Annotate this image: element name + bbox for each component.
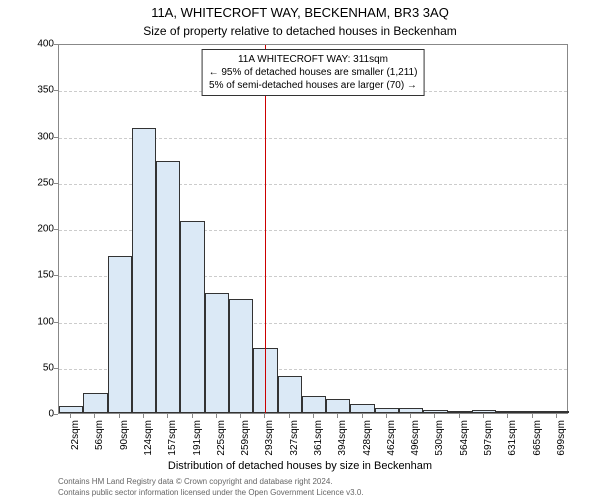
x-tick-mark [362, 414, 363, 418]
x-tick-label: 327sqm [289, 420, 300, 460]
x-tick-label: 530sqm [434, 420, 445, 460]
x-tick-label: 293sqm [264, 420, 275, 460]
histogram-bar [302, 396, 326, 413]
y-tick-mark [54, 44, 58, 45]
histogram-bar [180, 221, 204, 413]
x-tick-mark [483, 414, 484, 418]
x-tick-label: 699sqm [556, 420, 567, 460]
y-tick-mark [54, 275, 58, 276]
histogram-bar [326, 399, 350, 413]
y-tick-mark [54, 183, 58, 184]
y-tick-label: 350 [28, 85, 54, 96]
histogram-bar [350, 404, 374, 413]
footer-line1: Contains HM Land Registry data © Crown c… [58, 477, 580, 487]
histogram-bar [520, 411, 544, 413]
annotation-box: 11A WHITECROFT WAY: 311sqm← 95% of detac… [202, 49, 425, 96]
y-tick-label: 300 [28, 131, 54, 142]
x-tick-label: 394sqm [337, 420, 348, 460]
x-tick-label: 157sqm [167, 420, 178, 460]
x-tick-mark [70, 414, 71, 418]
y-tick-label: 100 [28, 316, 54, 327]
chart-title-main: 11A, WHITECROFT WAY, BECKENHAM, BR3 3AQ [0, 5, 600, 20]
histogram-bar [205, 293, 229, 413]
y-tick-mark [54, 137, 58, 138]
histogram-bar [83, 393, 107, 413]
x-tick-mark [167, 414, 168, 418]
histogram-bar [399, 408, 423, 413]
x-tick-mark [119, 414, 120, 418]
x-axis-label: Distribution of detached houses by size … [0, 460, 600, 472]
x-tick-label: 90sqm [119, 420, 130, 460]
histogram-bar [472, 410, 496, 413]
footer-line2: Contains public sector information licen… [58, 488, 580, 498]
x-tick-mark [313, 414, 314, 418]
x-tick-mark [289, 414, 290, 418]
y-tick-label: 0 [28, 409, 54, 420]
annotation-line3: 5% of semi-detached houses are larger (7… [209, 79, 418, 92]
x-tick-mark [410, 414, 411, 418]
x-tick-label: 665sqm [532, 420, 543, 460]
x-tick-mark [459, 414, 460, 418]
x-tick-mark [264, 414, 265, 418]
histogram-bar [375, 408, 399, 413]
x-tick-label: 56sqm [94, 420, 105, 460]
histogram-bar [496, 411, 520, 413]
chart-title-sub: Size of property relative to detached ho… [0, 24, 600, 38]
histogram-bar [59, 406, 83, 413]
y-tick-mark [54, 90, 58, 91]
x-tick-label: 564sqm [459, 420, 470, 460]
y-tick-label: 250 [28, 177, 54, 188]
y-tick-mark [54, 368, 58, 369]
annotation-line1: 11A WHITECROFT WAY: 311sqm [209, 53, 418, 66]
x-tick-label: 496sqm [410, 420, 421, 460]
y-tick-label: 400 [28, 39, 54, 50]
x-tick-mark [240, 414, 241, 418]
y-tick-label: 50 [28, 362, 54, 373]
histogram-bar [229, 299, 253, 413]
x-tick-mark [532, 414, 533, 418]
marker-line [265, 45, 266, 413]
x-tick-label: 259sqm [240, 420, 251, 460]
x-tick-label: 597sqm [483, 420, 494, 460]
histogram-bar [545, 411, 569, 413]
x-tick-mark [507, 414, 508, 418]
histogram-bar [423, 410, 447, 413]
annotation-line2: ← 95% of detached houses are smaller (1,… [209, 66, 418, 79]
x-tick-label: 22sqm [70, 420, 81, 460]
chart-container: 11A, WHITECROFT WAY, BECKENHAM, BR3 3AQ … [0, 0, 600, 500]
y-tick-mark [54, 322, 58, 323]
x-tick-label: 124sqm [143, 420, 154, 460]
x-tick-mark [143, 414, 144, 418]
histogram-bar [108, 256, 132, 413]
plot-area: 11A WHITECROFT WAY: 311sqm← 95% of detac… [58, 44, 568, 414]
x-tick-label: 428sqm [362, 420, 373, 460]
x-tick-label: 631sqm [507, 420, 518, 460]
x-tick-label: 225sqm [216, 420, 227, 460]
histogram-bar [278, 376, 302, 413]
y-tick-label: 150 [28, 270, 54, 281]
x-tick-label: 462sqm [386, 420, 397, 460]
histogram-bar [448, 411, 472, 413]
x-tick-label: 361sqm [313, 420, 324, 460]
x-tick-mark [192, 414, 193, 418]
x-tick-mark [94, 414, 95, 418]
x-tick-mark [337, 414, 338, 418]
footer-attribution: Contains HM Land Registry data © Crown c… [58, 477, 580, 498]
y-tick-label: 200 [28, 224, 54, 235]
histogram-bar [156, 161, 180, 413]
x-tick-mark [386, 414, 387, 418]
histogram-bar [132, 128, 156, 413]
y-tick-mark [54, 229, 58, 230]
y-tick-mark [54, 414, 58, 415]
x-tick-mark [216, 414, 217, 418]
x-tick-mark [434, 414, 435, 418]
x-tick-mark [556, 414, 557, 418]
x-tick-label: 191sqm [192, 420, 203, 460]
